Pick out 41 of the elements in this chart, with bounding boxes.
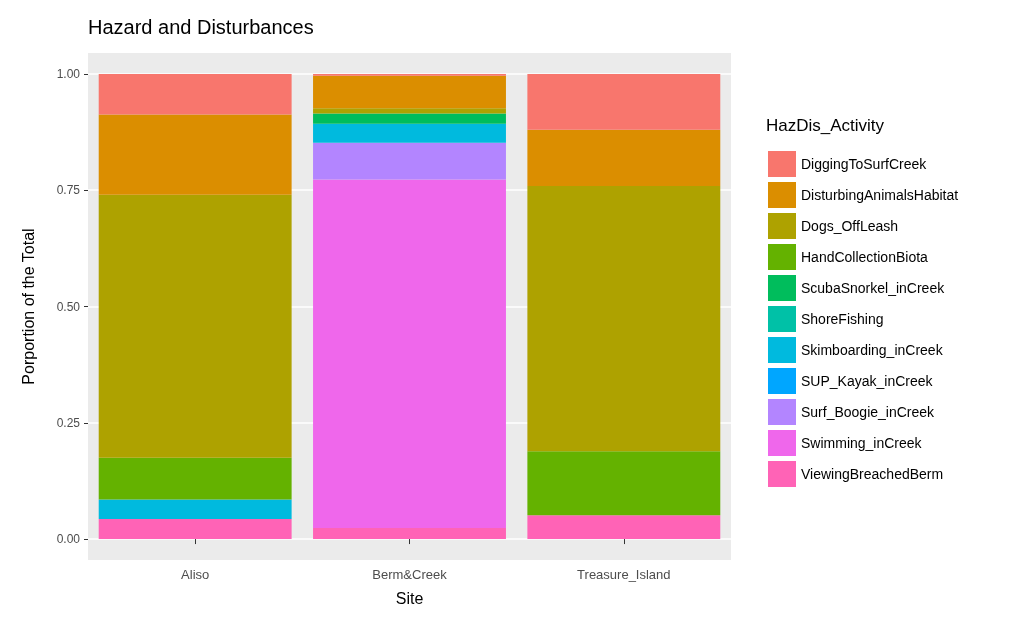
- legend-label: SUP_Kayak_inCreek: [801, 373, 934, 389]
- chart-title: Hazard and Disturbances: [88, 16, 314, 38]
- y-tick-label: 0.50: [56, 299, 81, 314]
- bar: [98, 73, 292, 115]
- bar: [98, 499, 292, 520]
- bar: [313, 113, 506, 124]
- legend-label: Skimboarding_inCreek: [801, 342, 944, 358]
- bar: [527, 186, 721, 452]
- x-tick-label: Berm&Creek: [372, 567, 448, 582]
- bar: [98, 457, 292, 500]
- y-tick-label: 0.25: [56, 415, 81, 430]
- legend-label: ShoreFishing: [801, 311, 884, 327]
- legend-label: Surf_Boogie_inCreek: [801, 404, 936, 420]
- legend-label: Swimming_inCreek: [801, 435, 923, 451]
- bar: [527, 129, 721, 187]
- legend-label: HandCollectionBiota: [801, 249, 929, 265]
- legend-label: ViewingBreachedBerm: [801, 466, 944, 482]
- bar: [98, 114, 292, 195]
- y-axis-title: Porportion of the Total: [19, 228, 37, 385]
- bar: [313, 75, 506, 109]
- legend-label: DiggingToSurfCreek: [801, 156, 928, 172]
- legend-label: DisturbingAnimalsHabitat: [801, 187, 959, 203]
- legend-title: HazDis_Activity: [766, 116, 885, 135]
- bar: [313, 142, 506, 180]
- legend-label: ScubaSnorkel_inCreek: [801, 280, 946, 296]
- bar: [527, 515, 721, 540]
- x-tick-label: Treasure_Island: [577, 567, 671, 582]
- bar: [98, 519, 292, 540]
- bar: [527, 451, 721, 516]
- y-tick-label: 0.75: [56, 183, 81, 198]
- legend-label: Dogs_OffLeash: [801, 218, 899, 234]
- y-tick-label: 1.00: [56, 66, 81, 81]
- x-axis-title: Site: [395, 589, 424, 607]
- bar: [527, 73, 721, 130]
- x-tick-label: Aliso: [181, 567, 210, 582]
- bar: [313, 108, 506, 114]
- bar: [313, 527, 506, 540]
- y-tick-label: 0.00: [56, 532, 81, 547]
- bar: [98, 194, 292, 458]
- bar: [313, 179, 506, 528]
- bar: [313, 123, 506, 143]
